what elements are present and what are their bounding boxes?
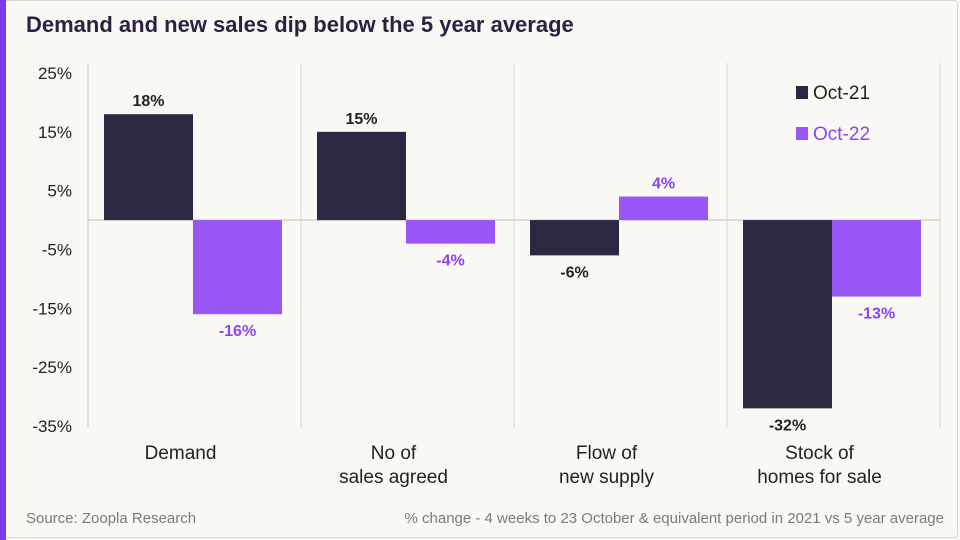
bar-oct-21-1 bbox=[317, 131, 406, 221]
data-label: -32% bbox=[769, 417, 806, 434]
category-label: No of bbox=[371, 443, 417, 464]
y-tick-label: 25% bbox=[38, 64, 72, 83]
category-label: homes for sale bbox=[757, 467, 882, 488]
y-tick-label: -5% bbox=[42, 241, 72, 260]
category-label: sales agreed bbox=[339, 467, 448, 488]
bar-oct-21-3 bbox=[743, 220, 832, 409]
y-tick-label: -15% bbox=[32, 299, 72, 318]
y-tick-label: -35% bbox=[32, 417, 72, 436]
legend-label: Oct-21 bbox=[813, 83, 870, 104]
y-tick-label: -25% bbox=[32, 358, 72, 377]
category-label: Stock of bbox=[785, 443, 854, 464]
bar-oct-21-2 bbox=[530, 220, 619, 256]
legend-swatch-oct-22 bbox=[796, 127, 808, 140]
data-label: -4% bbox=[436, 253, 464, 270]
bar-oct-22-2 bbox=[619, 196, 708, 221]
legend-label: Oct-22 bbox=[813, 124, 870, 145]
bar-oct-22-0 bbox=[193, 220, 282, 315]
data-label: -6% bbox=[560, 264, 588, 281]
legend-swatch-oct-21 bbox=[796, 86, 808, 99]
bar-oct-21-0 bbox=[104, 114, 193, 221]
footnote: % change - 4 weeks to 23 October & equiv… bbox=[404, 510, 945, 527]
y-tick-label: 15% bbox=[38, 123, 72, 142]
bar-oct-22-3 bbox=[832, 220, 921, 297]
category-label: Demand bbox=[145, 443, 217, 464]
bar-oct-22-1 bbox=[406, 220, 495, 244]
data-label: 18% bbox=[132, 93, 164, 110]
chart-title: Demand and new sales dip below the 5 yea… bbox=[26, 12, 574, 37]
data-label: -16% bbox=[219, 323, 256, 340]
category-label: Flow of bbox=[576, 443, 638, 464]
category-label: new supply bbox=[559, 467, 655, 488]
data-label: 4% bbox=[652, 176, 675, 193]
source-note: Source: Zoopla Research bbox=[26, 510, 197, 527]
data-label: 15% bbox=[345, 111, 377, 128]
data-label: -13% bbox=[858, 306, 895, 323]
accent-bar bbox=[0, 0, 6, 540]
y-tick-label: 5% bbox=[47, 182, 72, 201]
